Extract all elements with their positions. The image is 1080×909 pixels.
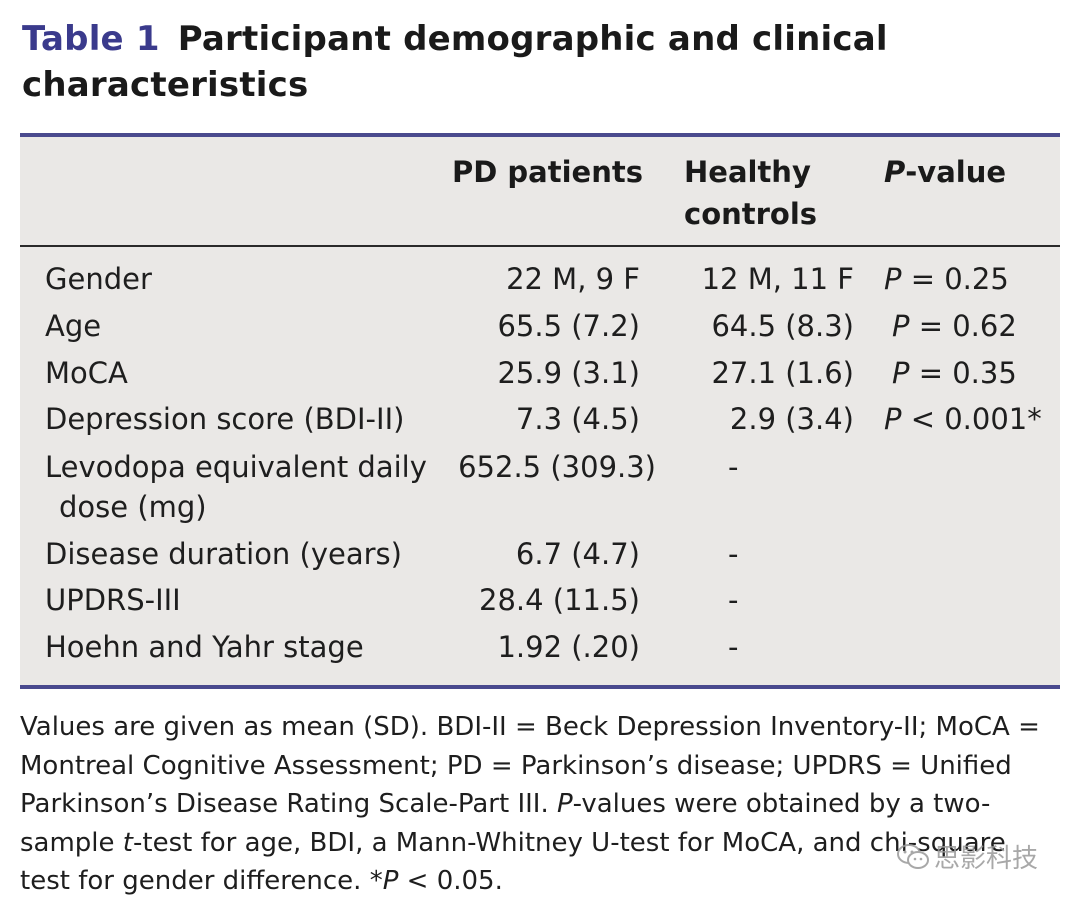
row-hc-value: 27.1 (1.6) <box>711 356 854 390</box>
watermark: 思影科技 <box>896 838 1038 875</box>
watermark-text: 思影科技 <box>934 844 1039 874</box>
p-italic: P <box>892 356 910 390</box>
header-healthy-controls: Healthy controls <box>684 155 818 231</box>
row-pd-value: 6.7 (4.7) <box>515 537 640 571</box>
row-variable: MoCA <box>45 356 128 390</box>
row-hc-value: 2.9 (3.4) <box>729 402 854 436</box>
p-italic: P <box>884 402 902 436</box>
table-title-text: Participant demographic and clinical cha… <box>22 19 888 105</box>
footnote-p2-italic: P <box>382 866 399 896</box>
row-pd-value: 22 M, 9 F <box>506 262 640 296</box>
p-rest: < 0.001* <box>901 402 1042 436</box>
p-italic: P <box>892 309 910 343</box>
row-variable: UPDRS-III <box>45 583 181 617</box>
row-pd-value: 28.4 (11.5) <box>479 583 640 617</box>
row-p-value: P < 0.001* <box>884 399 1042 439</box>
p-rest: = 0.25 <box>901 262 1009 296</box>
p-rest: = 0.35 <box>909 356 1017 390</box>
header-pd-patients: PD patients <box>452 155 643 189</box>
header-p-value: P-value <box>884 151 1006 193</box>
row-pd-value: 652.5 (309.3) <box>458 450 656 484</box>
footnote-part3: -test for age, BDI, a Mann-Whitney U-tes… <box>20 827 1006 897</box>
row-hc-value: - <box>728 450 739 484</box>
row-hc-value: 64.5 (8.3) <box>711 309 854 343</box>
footnote-part4: < 0.05. <box>398 866 503 896</box>
row-hc-value: - <box>728 537 739 571</box>
row-hc-value: - <box>728 583 739 617</box>
p-rest: = 0.62 <box>909 309 1017 343</box>
row-variable: Disease duration (years) <box>45 537 402 571</box>
footnote-p-italic: P <box>556 789 573 819</box>
footnote-t-italic: t <box>122 827 133 858</box>
row-variable: Levodopa equivalent daily dose (mg) <box>45 450 427 524</box>
table-row: Levodopa equivalent daily dose (mg) 652.… <box>20 447 1060 531</box>
p-italic: P <box>884 262 902 296</box>
row-pd-value: 25.9 (3.1) <box>497 356 640 390</box>
row-variable: Depression score (BDI-II) <box>45 402 405 436</box>
row-p-value: P = 0.35 <box>892 353 1017 393</box>
row-pd-value: 7.3 (4.5) <box>515 402 640 436</box>
header-p-italic: P <box>884 155 906 189</box>
row-p-value: P = 0.62 <box>892 306 1017 346</box>
table-header-row: PD patients Healthy controls P-value <box>20 137 1060 247</box>
row-p-value: P = 0.25 <box>884 259 1009 299</box>
row-hc-value: 12 M, 11 F <box>701 262 854 296</box>
row-variable: Hoehn and Yahr stage <box>45 630 364 664</box>
footnote-part2: -values were obtained by a two-sample <box>20 789 991 858</box>
table-footnote: Values are given as mean (SD). BDI-II = … <box>20 708 1060 901</box>
header-p-rest: -value <box>905 155 1007 189</box>
table-title: Table 1 Participant demographic and clini… <box>22 16 1062 108</box>
row-pd-value: 65.5 (7.2) <box>497 309 640 343</box>
row-variable: Gender <box>45 262 152 296</box>
footnote-part1: Values are given as mean (SD). BDI-II = … <box>20 712 1040 819</box>
data-table: PD patients Healthy controls P-value Gen… <box>20 133 1060 689</box>
table-label: Table 1 <box>22 19 160 59</box>
row-variable: Age <box>45 309 102 343</box>
row-pd-value: 1.92 (.20) <box>497 630 640 664</box>
row-hc-value: - <box>728 630 739 664</box>
wechat-icon <box>897 843 929 869</box>
